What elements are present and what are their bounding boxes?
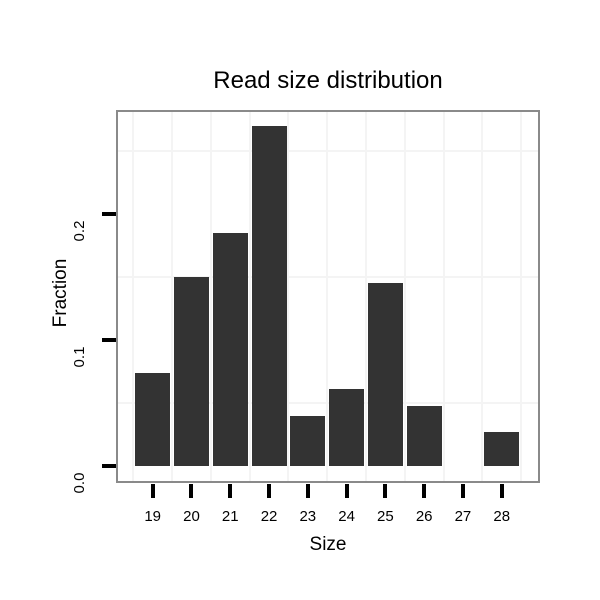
minor-gridline-vertical xyxy=(520,110,523,483)
x-tick-label: 27 xyxy=(454,508,472,525)
bar-size-26 xyxy=(406,405,442,466)
x-tick-label: 23 xyxy=(299,508,317,525)
x-tick-label: 21 xyxy=(221,508,239,525)
minor-gridline-horizontal xyxy=(116,402,540,404)
y-tick xyxy=(102,212,116,216)
minor-gridline-vertical xyxy=(364,110,367,483)
x-tick-label: 24 xyxy=(338,508,355,525)
x-tick xyxy=(305,484,310,498)
x-tick-label: 26 xyxy=(415,508,433,525)
bar-size-19 xyxy=(135,372,171,466)
minor-gridline-horizontal xyxy=(116,150,540,152)
minor-gridline-vertical xyxy=(287,110,290,483)
minor-gridline-vertical xyxy=(326,110,329,483)
minor-gridline-vertical xyxy=(403,110,406,483)
minor-gridline-vertical xyxy=(481,110,484,483)
bar-size-24 xyxy=(329,389,365,466)
y-axis-title: Fraction xyxy=(50,258,71,328)
x-axis-title: Size xyxy=(309,534,347,555)
minor-gridline-vertical xyxy=(171,110,174,483)
x-tick xyxy=(228,484,233,498)
y-tick-label: 0.2 xyxy=(71,220,88,242)
minor-gridline-vertical xyxy=(442,110,445,483)
y-tick-label: 0.1 xyxy=(71,346,88,368)
x-tick xyxy=(383,484,388,498)
panel-border xyxy=(116,110,540,483)
x-tick-label: 22 xyxy=(260,508,278,525)
bar-size-22 xyxy=(251,125,287,466)
x-tick xyxy=(189,484,194,498)
x-tick xyxy=(344,484,349,498)
minor-gridline-horizontal xyxy=(116,276,540,278)
bar-size-23 xyxy=(290,415,326,466)
x-tick xyxy=(460,484,465,498)
bar-size-20 xyxy=(173,277,209,466)
minor-gridline-vertical xyxy=(209,110,212,483)
y-tick xyxy=(102,464,116,468)
minor-gridline-vertical xyxy=(248,110,251,483)
x-tick xyxy=(422,484,427,498)
minor-gridline-vertical xyxy=(132,110,135,483)
bar-size-25 xyxy=(367,283,403,466)
bar-size-21 xyxy=(212,232,248,466)
y-tick-label: 0.0 xyxy=(71,472,88,494)
x-tick-label: 25 xyxy=(377,508,394,525)
plot-panel xyxy=(116,110,540,483)
x-tick xyxy=(499,484,504,498)
x-tick xyxy=(267,484,272,498)
x-tick-label: 20 xyxy=(183,508,200,525)
y-tick xyxy=(102,338,116,342)
x-tick-label: 19 xyxy=(144,508,162,525)
x-tick-label: 28 xyxy=(493,508,511,525)
bar-size-28 xyxy=(484,431,520,466)
x-tick xyxy=(150,484,155,498)
chart-title: Read size distribution xyxy=(213,67,443,94)
